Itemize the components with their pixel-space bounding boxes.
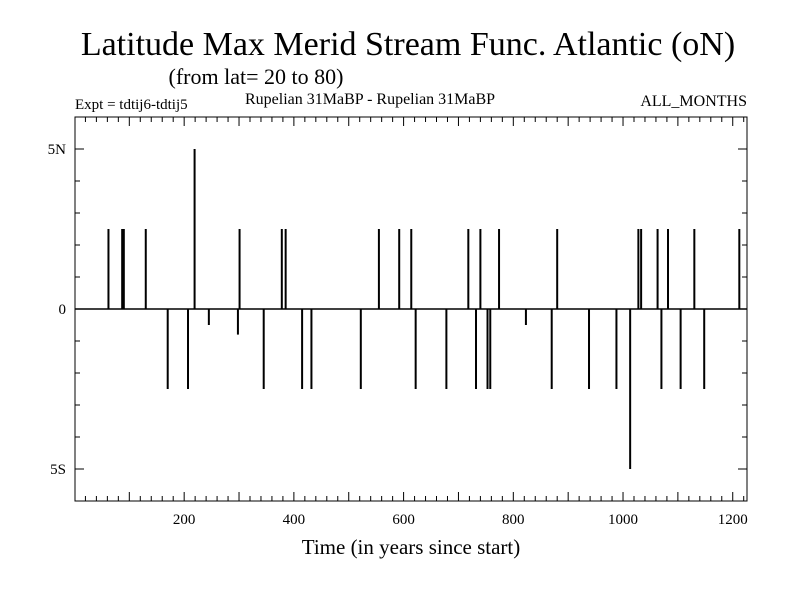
x-tick-label: 200 bbox=[173, 512, 196, 528]
y-axis-ticks: 5N 0 5S bbox=[48, 116, 747, 502]
x-tick-label: 400 bbox=[283, 512, 306, 528]
chart-subtitle: (from lat= 20 to 80) bbox=[169, 64, 344, 89]
x-axis-label: Time (in years since start) bbox=[302, 535, 521, 559]
x-tick-label: 600 bbox=[392, 512, 415, 528]
x-tick-label: 800 bbox=[502, 512, 525, 528]
chart-title: Latitude Max Merid Stream Func. Atlantic… bbox=[81, 26, 735, 63]
x-tick-label: 1200 bbox=[718, 512, 748, 528]
x-tick-label: 1000 bbox=[608, 512, 638, 528]
months-label: ALL_MONTHS bbox=[640, 93, 747, 110]
y-tick-label: 5N bbox=[48, 142, 67, 158]
expt-label: Expt = tdtij6-tdtij5 bbox=[75, 97, 188, 113]
y-tick-label: 0 bbox=[59, 302, 67, 318]
comparison-label: Rupelian 31MaBP - Rupelian 31MaBP bbox=[245, 91, 495, 108]
x-axis-ticks: 200 400 600 800 1000 1200 bbox=[84, 117, 748, 528]
y-tick-label: 5S bbox=[50, 462, 66, 478]
data-series bbox=[107, 149, 741, 469]
